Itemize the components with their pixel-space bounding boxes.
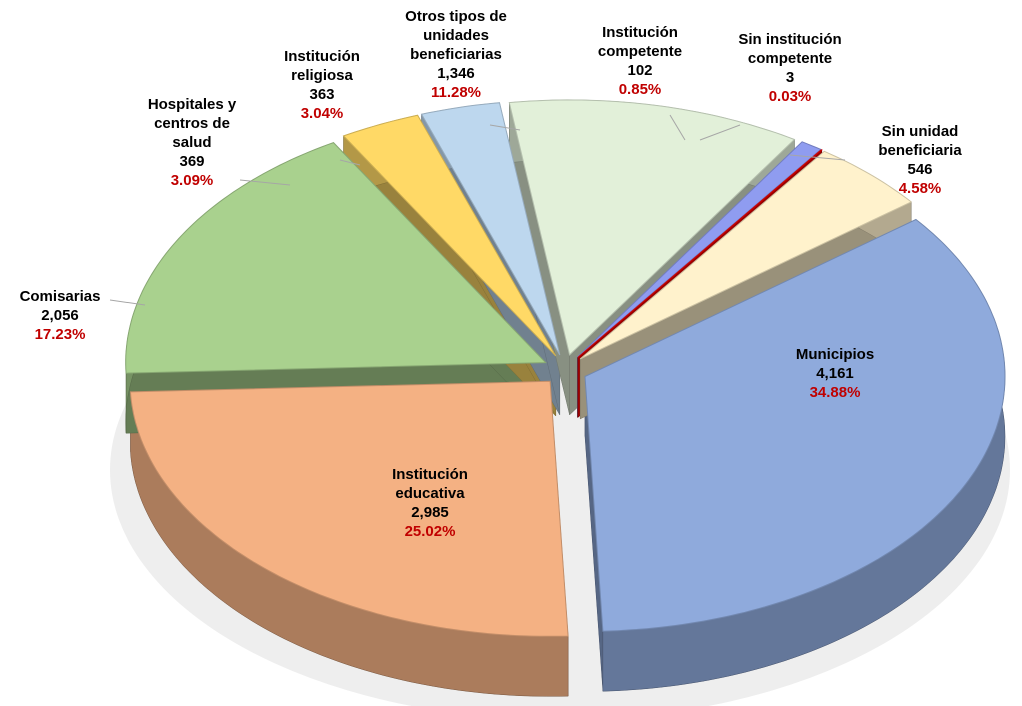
value-label: 2,985 — [411, 504, 449, 521]
value-label: 2,056 — [41, 307, 79, 324]
percent-label: 11.28% — [431, 84, 481, 101]
slice — [125, 142, 547, 374]
percent-label: 4.58% — [899, 180, 942, 197]
slice-label: Municipios — [796, 346, 874, 363]
leader-line — [669, 114, 686, 141]
slice-label: Institución religiosa — [284, 48, 360, 84]
slice-label: Sin institución competente — [738, 31, 841, 67]
leader-line — [699, 124, 741, 141]
slice — [584, 218, 1006, 632]
slice — [342, 114, 557, 357]
leader-line — [489, 124, 521, 131]
percent-label: 17.23% — [35, 326, 86, 343]
slice — [576, 141, 822, 358]
slice — [508, 99, 796, 356]
value-label: 363 — [309, 86, 334, 103]
percent-label: 34.88% — [810, 384, 861, 401]
percent-label: 0.03% — [769, 88, 812, 105]
percent-label: 0.85% — [619, 81, 662, 98]
percent-label: 3.09% — [171, 172, 214, 189]
value-label: 369 — [179, 153, 204, 170]
slice-label: Institución competente — [598, 24, 682, 60]
slice — [579, 150, 913, 360]
slice-label: Institución educativa — [392, 466, 468, 502]
percent-label: 3.04% — [301, 105, 344, 122]
value-label: 102 — [627, 62, 652, 79]
value-label: 1,346 — [437, 65, 475, 82]
value-label: 546 — [907, 161, 932, 178]
slice — [129, 380, 569, 637]
value-label: 4,161 — [816, 365, 854, 382]
value-label: 3 — [786, 69, 794, 86]
slice-label: Otros tipos de unidades beneficiarias — [405, 8, 507, 63]
leader-line — [109, 299, 146, 306]
percent-label: 25.02% — [405, 523, 456, 540]
slice — [420, 102, 561, 356]
leader-line — [239, 179, 291, 186]
slice-label: Comisarias — [20, 288, 101, 305]
slice-label: Hospitales y centros de salud — [148, 96, 237, 151]
slice-label: Sin unidad beneficiaria — [878, 123, 962, 159]
leader-line — [339, 159, 361, 166]
slice — [577, 149, 823, 358]
leader-line — [789, 154, 846, 161]
